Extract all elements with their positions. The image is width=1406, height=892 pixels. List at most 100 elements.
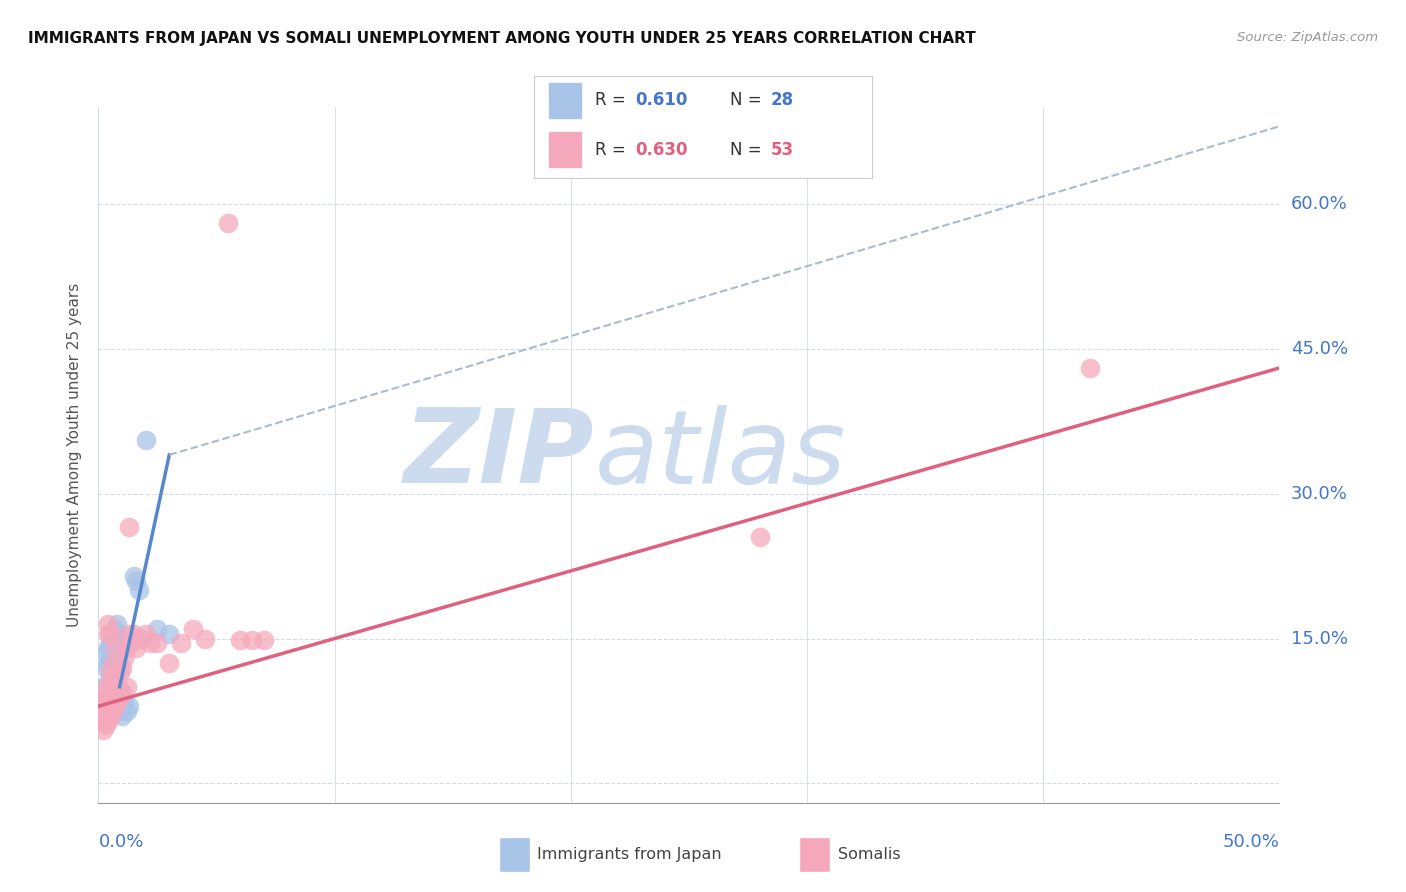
Point	[146, 636, 169, 650]
Point	[108, 684, 131, 698]
Text: 30.0%: 30.0%	[1291, 484, 1347, 502]
Point	[101, 632, 124, 646]
Point	[115, 641, 138, 656]
Point	[101, 656, 124, 670]
Point	[105, 617, 128, 632]
Text: ZIP: ZIP	[404, 404, 595, 506]
Point	[94, 680, 117, 694]
Point	[91, 694, 114, 708]
Point	[129, 632, 152, 646]
Y-axis label: Unemployment Among Youth under 25 years: Unemployment Among Youth under 25 years	[67, 283, 83, 627]
Point	[111, 660, 134, 674]
Point	[115, 704, 138, 718]
Text: N =: N =	[730, 92, 766, 110]
Point	[98, 636, 121, 650]
Point	[118, 626, 141, 640]
Text: 28: 28	[770, 92, 793, 110]
Text: Immigrants from Japan: Immigrants from Japan	[537, 847, 721, 862]
Point	[97, 690, 120, 704]
Text: 45.0%: 45.0%	[1291, 340, 1348, 358]
Text: 0.610: 0.610	[636, 92, 688, 110]
Point	[108, 704, 131, 718]
Point	[1080, 361, 1102, 376]
Point	[157, 626, 180, 640]
Point	[748, 530, 770, 544]
Text: N =: N =	[730, 141, 766, 159]
Point	[104, 641, 127, 656]
Text: atlas: atlas	[595, 405, 846, 505]
Point	[128, 583, 150, 598]
Point	[98, 651, 121, 665]
Point	[125, 641, 148, 656]
Point	[135, 626, 157, 640]
Point	[101, 670, 124, 684]
Point	[108, 665, 131, 680]
Point	[111, 699, 134, 714]
Point	[240, 633, 263, 648]
Point	[121, 636, 143, 650]
Point	[94, 704, 117, 718]
Text: 50.0%: 50.0%	[1223, 833, 1279, 851]
Text: Somalis: Somalis	[838, 847, 901, 862]
Point	[97, 714, 120, 728]
Point	[94, 718, 117, 732]
Point	[122, 626, 145, 640]
Text: 53: 53	[770, 141, 793, 159]
Point	[139, 636, 162, 650]
Point	[91, 723, 114, 738]
Point	[108, 690, 131, 704]
Point	[98, 708, 121, 723]
Point	[105, 675, 128, 690]
Point	[97, 656, 120, 670]
Point	[170, 636, 193, 650]
Point	[101, 651, 124, 665]
Point	[94, 660, 117, 674]
Point	[229, 633, 252, 648]
Point	[97, 626, 120, 640]
Point	[125, 574, 148, 588]
Point	[94, 646, 117, 660]
Point	[104, 636, 127, 650]
Point	[94, 690, 117, 704]
Point	[157, 656, 180, 670]
Point	[98, 680, 121, 694]
Point	[104, 699, 127, 714]
Point	[101, 690, 124, 704]
Point	[194, 632, 217, 646]
Text: R =: R =	[595, 92, 631, 110]
Bar	[548, 131, 582, 168]
Bar	[548, 82, 582, 119]
Point	[181, 622, 204, 636]
Point	[115, 680, 138, 694]
Point	[98, 670, 121, 684]
Point	[118, 520, 141, 534]
Text: 15.0%: 15.0%	[1291, 630, 1347, 648]
Point	[101, 704, 124, 718]
Point	[91, 708, 114, 723]
Point	[104, 680, 127, 694]
Point	[217, 216, 239, 230]
Point	[135, 434, 157, 448]
Point	[105, 626, 128, 640]
Point	[112, 651, 135, 665]
Point	[105, 694, 128, 708]
Point	[253, 633, 276, 648]
Text: 0.630: 0.630	[636, 141, 688, 159]
Text: 60.0%: 60.0%	[1291, 194, 1347, 212]
Point	[146, 622, 169, 636]
Point	[111, 708, 134, 723]
Point	[97, 641, 120, 656]
Point	[97, 699, 120, 714]
Point	[118, 699, 141, 714]
Point	[122, 568, 145, 582]
Point	[98, 665, 121, 680]
Point	[104, 622, 127, 636]
Point	[90, 714, 112, 728]
Point	[112, 694, 135, 708]
Text: 0.0%: 0.0%	[98, 833, 143, 851]
Point	[98, 694, 121, 708]
Point	[98, 626, 121, 640]
Text: R =: R =	[595, 141, 631, 159]
Point	[97, 617, 120, 632]
Point	[91, 680, 114, 694]
